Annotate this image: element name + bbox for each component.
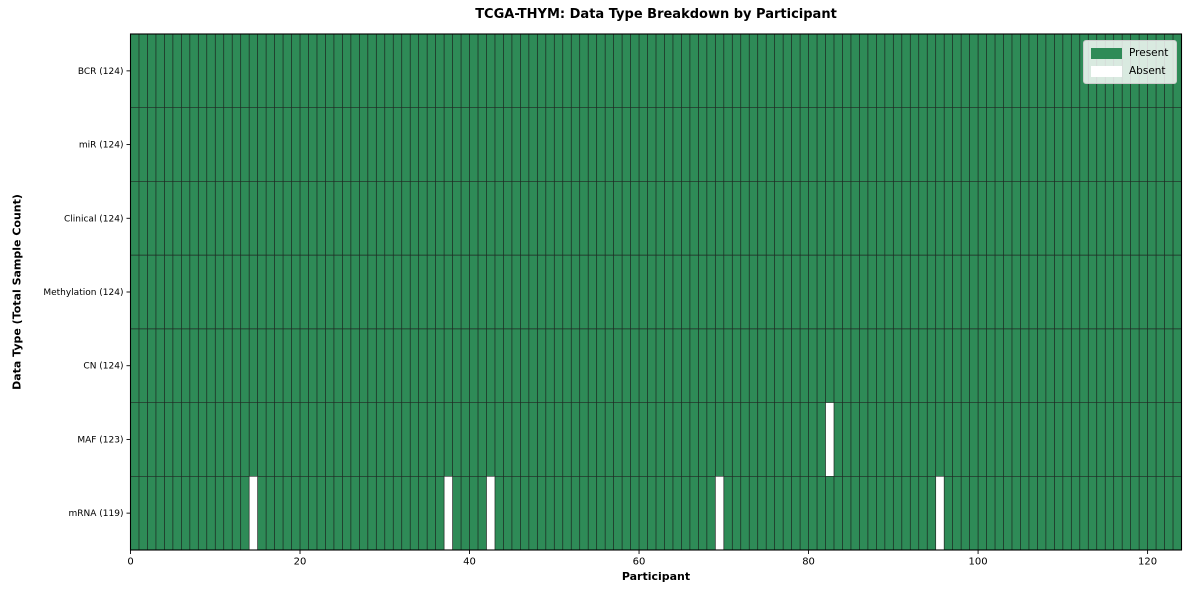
y-tick-label: MAF (123) [77,435,123,445]
y-tick-label: CN (124) [83,362,123,372]
y-tick-label: mRNA (119) [69,509,124,519]
x-tick-label: 0 [127,557,133,568]
x-tick-label: 40 [463,557,476,568]
heatmap-absent-cell [249,476,258,550]
chart-title: TCGA-THYM: Data Type Breakdown by Partic… [475,7,837,22]
legend-label-present: Present [1129,47,1169,59]
x-tick-label: 20 [294,557,307,568]
heatmap-absent-cell [486,476,495,550]
heatmap-absent-cell [444,476,453,550]
heatmap-absent-cell [715,476,724,550]
legend-swatch-present-icon [1091,47,1122,59]
y-tick-label: Methylation (124) [43,288,123,298]
legend-swatch-absent-icon [1091,65,1122,77]
y-tick-label: BCR (124) [78,67,124,77]
y-tick-label: miR (124) [79,141,124,151]
legend-item-absent: Absent [1091,64,1169,78]
x-tick-label: 100 [969,557,988,568]
x-axis-label: Participant [621,570,691,583]
legend-item-present: Present [1091,46,1169,60]
heatmap-absent-cell [935,476,945,550]
heatmap-absent-cell [825,402,834,477]
legend: Present Absent [1083,40,1177,84]
x-tick-label: 80 [802,557,815,568]
y-tick-label: Clinical (124) [64,214,124,224]
x-tick-label: 60 [633,557,646,568]
legend-label-absent: Absent [1129,65,1166,77]
x-tick-label: 120 [1138,557,1157,568]
